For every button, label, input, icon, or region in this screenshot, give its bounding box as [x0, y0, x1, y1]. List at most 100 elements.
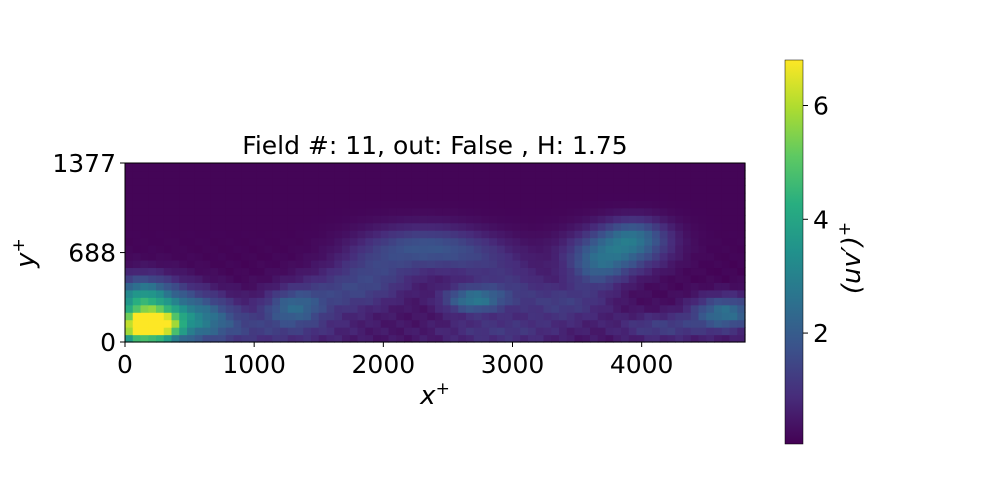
heatmap-cell	[202, 319, 211, 328]
heatmap-cell	[559, 185, 568, 194]
heatmap-cell	[287, 334, 297, 343]
heatmap-cell	[652, 297, 661, 306]
heatmap-cell	[435, 267, 444, 276]
heatmap-cell	[380, 282, 390, 291]
heatmap-cell	[233, 207, 242, 216]
heatmap-cell	[318, 289, 328, 298]
heatmap-cell	[326, 222, 335, 231]
heatmap-cell	[644, 245, 653, 254]
heatmap-cell	[652, 215, 661, 224]
heatmap-cell	[435, 200, 444, 209]
heatmap-cell	[706, 252, 715, 261]
heatmap-cell	[721, 230, 731, 239]
heatmap-cell	[303, 215, 312, 224]
heatmap-cell	[481, 334, 490, 343]
heatmap-cell	[628, 334, 638, 343]
heatmap-cell	[303, 259, 312, 269]
heatmap-cell	[721, 215, 731, 224]
heatmap-cell	[318, 267, 328, 276]
heatmap-cell	[334, 215, 343, 224]
heatmap-cell	[194, 163, 204, 172]
heatmap-cell	[171, 252, 180, 261]
heatmap-cell	[442, 267, 452, 276]
heatmap-cell	[636, 252, 645, 261]
heatmap-cell	[342, 327, 351, 336]
heatmap-cell	[272, 312, 281, 321]
heatmap-cell	[357, 304, 366, 313]
heatmap-cell	[388, 334, 397, 343]
heatmap-cell	[132, 215, 142, 224]
heatmap-cell	[280, 319, 289, 328]
heatmap-cell	[225, 207, 235, 216]
heatmap-cell	[613, 334, 622, 343]
heatmap-cell	[644, 222, 653, 231]
heatmap-cell	[171, 170, 180, 179]
heatmap-cell	[597, 327, 607, 336]
heatmap-cell	[342, 245, 351, 254]
heatmap-cell	[280, 274, 289, 283]
heatmap-cell	[140, 267, 149, 276]
heatmap-cell	[396, 200, 405, 209]
heatmap-cell	[737, 297, 746, 306]
heatmap-cell	[473, 177, 483, 186]
heatmap-cell	[675, 274, 684, 283]
heatmap-cell	[683, 304, 692, 313]
heatmap-cell	[706, 282, 715, 291]
heatmap-cell	[543, 274, 552, 283]
heatmap-cell	[683, 222, 692, 231]
heatmap-cell	[241, 304, 250, 313]
heatmap-cell	[256, 252, 266, 261]
heatmap-cell	[225, 334, 235, 343]
heatmap-cell	[241, 185, 250, 194]
heatmap-cell	[675, 245, 684, 254]
heatmap-cell	[659, 222, 669, 231]
heatmap-cell	[574, 297, 583, 306]
heatmap-cell	[582, 334, 591, 343]
heatmap-cell	[706, 170, 715, 179]
heatmap-cell	[303, 192, 312, 201]
heatmap-cell	[349, 185, 359, 194]
heatmap-cell	[163, 259, 173, 269]
heatmap-cell	[520, 215, 529, 224]
heatmap-cell	[504, 259, 514, 269]
heatmap-cell	[287, 215, 297, 224]
heatmap-cell	[388, 274, 397, 283]
heatmap-cell	[512, 177, 521, 186]
heatmap-cell	[326, 312, 335, 321]
heatmap-cell	[427, 200, 436, 209]
heatmap-cell	[714, 259, 723, 269]
heatmap-cell	[497, 327, 506, 336]
heatmap-cell	[574, 252, 583, 261]
heatmap-cell	[597, 334, 607, 343]
heatmap-cell	[729, 237, 738, 246]
heatmap-cell	[683, 245, 692, 254]
heatmap-cell	[442, 237, 452, 246]
heatmap-cell	[667, 163, 676, 172]
heatmap-cell	[690, 185, 700, 194]
heatmap-cell	[559, 177, 568, 186]
heatmap-cell	[714, 185, 723, 194]
heatmap-cell	[179, 334, 188, 343]
heatmap-cell	[132, 185, 142, 194]
heatmap-cell	[551, 230, 560, 239]
heatmap-cell	[365, 289, 374, 298]
heatmap-cell	[659, 192, 669, 201]
heatmap-cell	[140, 215, 149, 224]
heatmap-cell	[706, 259, 715, 269]
heatmap-cell	[535, 334, 545, 343]
heatmap-cell	[667, 274, 676, 283]
heatmap-cell	[613, 282, 622, 291]
heatmap-cell	[218, 237, 227, 246]
heatmap-cell	[559, 297, 568, 306]
heatmap-cell	[241, 289, 250, 298]
heatmap-cell	[706, 297, 715, 306]
heatmap-cell	[295, 274, 304, 283]
heatmap-cell	[218, 319, 227, 328]
heatmap-cell	[179, 259, 188, 269]
heatmap-cell	[621, 267, 630, 276]
heatmap-cell	[256, 192, 266, 201]
heatmap-cell	[404, 297, 413, 306]
heatmap-cell	[690, 177, 700, 186]
heatmap-cell	[497, 267, 506, 276]
heatmap-cell	[473, 230, 483, 239]
